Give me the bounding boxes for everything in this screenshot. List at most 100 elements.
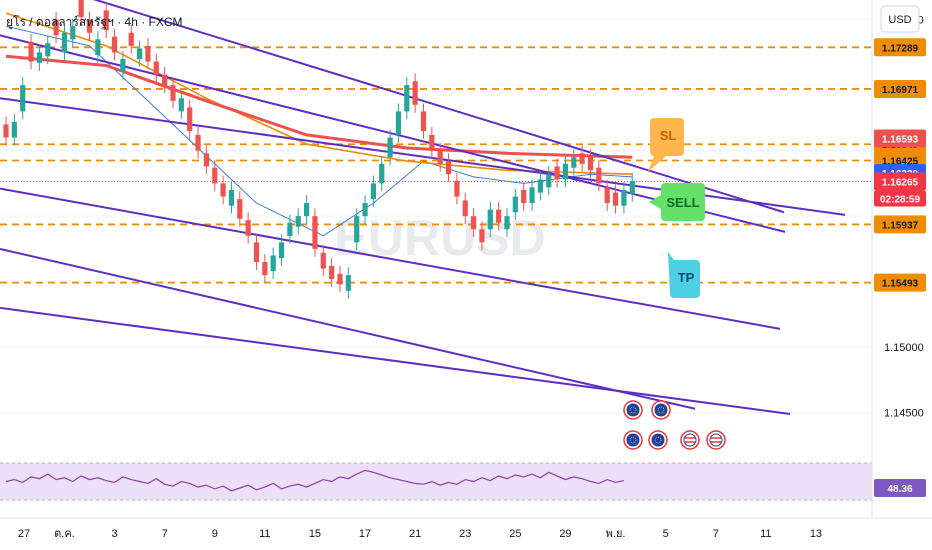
time-tick-label: 7: [162, 528, 168, 540]
bull-candle: [529, 187, 535, 204]
bull-candle: [70, 26, 76, 40]
time-ticks: 27 ต.ค. 3 7 9 11 15 17 21 23 25 29 พ.ย. 5 7 11 13: [18, 528, 822, 540]
time-tick-label: 17: [359, 528, 371, 540]
bull-candle: [395, 111, 402, 135]
bear-candle: [128, 32, 134, 46]
bear-candle: [170, 85, 176, 101]
channel-line: [0, 306, 791, 415]
bear-candle: [337, 273, 343, 285]
countdown-label: 02:28:59: [880, 194, 920, 205]
bull-candle: [370, 183, 376, 200]
level-price-tag-bg: [874, 273, 926, 292]
time-tick-label: 11: [760, 528, 771, 540]
rsi-line: [5, 469, 625, 492]
time-tick-label: 23: [459, 528, 471, 540]
eu-flag-stars: [654, 436, 662, 444]
watermark: EURUSD: [334, 210, 545, 266]
sell-callout-bubble: [649, 183, 705, 221]
currency-button[interactable]: USD: [880, 5, 920, 33]
trade-callouts: SL SELL TP: [648, 118, 705, 298]
time-tick-label: พ.ย.: [606, 528, 626, 540]
level-price-tag: 1.16971: [882, 85, 919, 96]
bear-candle: [3, 124, 9, 138]
bear-candle: [53, 19, 59, 36]
bear-candle: [195, 134, 201, 151]
rsi-pane: [0, 462, 872, 501]
bull-candle: [354, 216, 360, 243]
bull-candle: [278, 242, 285, 259]
time-axis[interactable]: 27 ต.ค. 3 7 9 11 15 17 21 23 25 29 พ.ย. 5 7 11 13: [0, 517, 932, 540]
bull-candle: [20, 85, 26, 112]
bull-candle: [504, 216, 510, 230]
bull-candle: [487, 209, 493, 230]
bear-candle: [103, 10, 109, 31]
bull-candle: [387, 137, 393, 158]
price-scale-bg: [872, 0, 932, 518]
bear-candle: [437, 150, 443, 164]
bear-candle: [412, 81, 418, 105]
level-price-tag-bg: [874, 38, 926, 57]
bull-candle: [95, 39, 101, 56]
bull-candle: [11, 121, 17, 138]
bear-candle: [604, 187, 610, 204]
currency-button-label[interactable]: USD: [888, 14, 911, 26]
eu-flag-icon: [626, 433, 640, 447]
price-tick-label: 1.14500: [884, 408, 924, 420]
sl-callout-label: SL: [660, 128, 677, 143]
bear-candle: [445, 161, 452, 175]
time-tick-label: ต.ค.: [54, 528, 75, 540]
bull-candle: [45, 43, 51, 57]
level-price-tag: 1.17289: [882, 43, 919, 54]
price-tag: 1.16593: [882, 134, 919, 145]
currency-button-frame[interactable]: [880, 5, 920, 33]
bear-candle: [479, 229, 485, 243]
time-tick-label: 7: [713, 528, 719, 540]
bear-candle: [596, 167, 602, 184]
bear-candle: [203, 153, 209, 167]
bull-candle: [61, 32, 68, 53]
bear-candle: [262, 262, 268, 276]
price-tag-bg: [874, 129, 926, 148]
bull-candle: [287, 222, 293, 236]
channel-line: [0, 187, 781, 330]
time-tick-label: 3: [111, 528, 117, 540]
bear-candle: [187, 107, 193, 132]
bear-candle: [312, 216, 318, 249]
channel-line: [92, 0, 785, 214]
bull-candle: [36, 52, 42, 63]
level-price-tag-bg: [874, 215, 926, 234]
rsi-value-tag-bg: [874, 479, 926, 497]
eu-flag-icon: [626, 403, 640, 417]
bull-candle: [537, 179, 543, 193]
bull-candle: [304, 203, 310, 217]
countdown-bg: [874, 190, 926, 207]
bull-candle: [629, 180, 635, 194]
time-tick-label: 21: [409, 528, 421, 540]
bear-candle: [462, 200, 468, 217]
bull-candle: [546, 174, 552, 188]
time-tick-label: 25: [509, 528, 521, 540]
bull-candle: [120, 58, 126, 73]
price-tag-bg: [874, 172, 926, 191]
bear-candle: [587, 157, 594, 171]
bear-candle: [237, 199, 243, 219]
bull-candle: [562, 163, 569, 180]
us-flag-icon: [683, 433, 697, 447]
bear-candle: [329, 265, 335, 280]
bear-candle: [554, 166, 560, 180]
time-tick-label: 29: [559, 528, 571, 540]
bear-candle: [145, 45, 151, 62]
rsi-value-tag: 48.36: [874, 479, 926, 497]
bear-candle: [420, 111, 427, 132]
time-tick-label: 13: [810, 528, 822, 540]
bear-candle: [78, 0, 84, 18]
time-tick-label: 5: [663, 528, 669, 540]
rsi-background: [0, 463, 872, 500]
time-tick-label: 15: [309, 528, 321, 540]
eu-flag-stars: [629, 406, 637, 414]
bull-candle: [404, 85, 410, 112]
level-price-tag: 1.15493: [882, 279, 919, 290]
bear-candle: [86, 19, 93, 33]
